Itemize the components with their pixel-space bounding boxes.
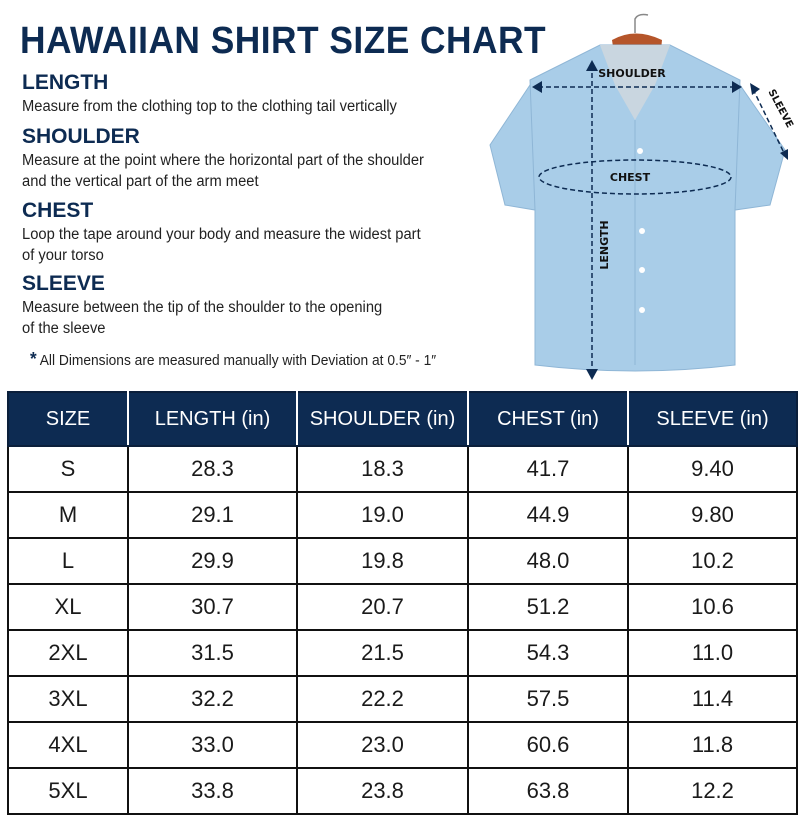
section-heading: CHEST [22, 199, 94, 222]
cell-shoulder: 19.8 [296, 537, 469, 585]
section-text: Measure from the clothing top to the clo… [22, 98, 397, 115]
size-table: SIZE LENGTH (in) SHOULDER (in) CHEST (in… [7, 391, 798, 815]
header-sleeve: SLEEVE (in) [627, 391, 798, 447]
table-row: L 29.9 19.8 48.0 10.2 [7, 537, 798, 585]
cell-chest: 63.8 [467, 767, 629, 815]
shirt-diagram: SHOULDER CHEST LENGTH SLEEVE [489, 13, 795, 380]
page-title: HAWAIIAN SHIRT SIZE CHART [20, 20, 547, 62]
table-row: XL 30.7 20.7 51.2 10.6 [7, 583, 798, 631]
table-row: S 28.3 18.3 41.7 9.40 [7, 445, 798, 493]
header-size: SIZE [7, 391, 129, 447]
cell-length: 29.1 [127, 491, 298, 539]
cell-sleeve: 11.8 [627, 721, 798, 769]
cell-sleeve: 12.2 [627, 767, 798, 815]
cell-sleeve: 11.4 [627, 675, 798, 723]
cell-sleeve: 9.40 [627, 445, 798, 493]
cell-length: 32.2 [127, 675, 298, 723]
cell-chest: 51.2 [467, 583, 629, 631]
section-heading: SHOULDER [22, 125, 140, 148]
cell-length: 33.8 [127, 767, 298, 815]
cell-chest: 60.6 [467, 721, 629, 769]
buttons [637, 148, 645, 313]
note-text: All Dimensions are measured manually wit… [39, 353, 437, 369]
cell-length: 28.3 [127, 445, 298, 493]
section-length: LENGTH Measure from the clothing top to … [22, 70, 502, 117]
cell-sleeve: 9.80 [627, 491, 798, 539]
hanger-icon [634, 13, 649, 33]
header-shoulder: SHOULDER (in) [296, 391, 469, 447]
cell-shoulder: 22.2 [296, 675, 469, 723]
table-row: 4XL 33.0 23.0 60.6 11.8 [7, 721, 798, 769]
cell-size: L [7, 537, 129, 585]
cell-size: 5XL [7, 767, 129, 815]
shirt-collar [600, 45, 670, 120]
cell-shoulder: 19.0 [296, 491, 469, 539]
cell-shoulder: 21.5 [296, 629, 469, 677]
cell-chest: 57.5 [467, 675, 629, 723]
length-label: LENGTH [598, 220, 611, 269]
section-text: Loop the tape around your body and measu… [22, 226, 421, 243]
header-length: LENGTH (in) [127, 391, 298, 447]
cell-shoulder: 23.0 [296, 721, 469, 769]
cell-chest: 41.7 [467, 445, 629, 493]
cell-sleeve: 10.6 [627, 583, 798, 631]
cell-shoulder: 23.8 [296, 767, 469, 815]
cell-sleeve: 11.0 [627, 629, 798, 677]
chest-measure-line [538, 159, 732, 195]
section-text: of the sleeve [22, 320, 106, 337]
cell-length: 31.5 [127, 629, 298, 677]
cell-sleeve: 10.2 [627, 537, 798, 585]
sleeve-measure-line [752, 88, 786, 156]
table-row: 3XL 32.2 22.2 57.5 11.4 [7, 675, 798, 723]
cell-length: 33.0 [127, 721, 298, 769]
chest-label: CHEST [610, 171, 651, 184]
cell-size: 3XL [7, 675, 129, 723]
cell-chest: 54.3 [467, 629, 629, 677]
cell-length: 30.7 [127, 583, 298, 631]
section-sleeve: SLEEVE Measure between the tip of the sh… [22, 271, 502, 339]
cell-size: 4XL [7, 721, 129, 769]
section-text: Measure between the tip of the shoulder … [22, 299, 383, 316]
sleeve-label: SLEEVE [766, 88, 795, 130]
table-row: 5XL 33.8 23.8 63.8 12.2 [7, 767, 798, 815]
section-text: of your torso [22, 247, 104, 264]
section-shoulder: SHOULDER Measure at the point where the … [22, 124, 502, 192]
table-header-row: SIZE LENGTH (in) SHOULDER (in) CHEST (in… [7, 391, 798, 447]
cell-shoulder: 20.7 [296, 583, 469, 631]
section-heading: SLEEVE [22, 272, 105, 295]
table-row: M 29.1 19.0 44.9 9.80 [7, 491, 798, 539]
cell-size: M [7, 491, 129, 539]
section-text: and the vertical part of the arm meet [22, 173, 259, 190]
shoulder-label: SHOULDER [598, 67, 666, 80]
cell-shoulder: 18.3 [296, 445, 469, 493]
cell-size: S [7, 445, 129, 493]
table-row: 2XL 31.5 21.5 54.3 11.0 [7, 629, 798, 677]
section-text: Measure at the point where the horizonta… [22, 152, 424, 169]
cell-chest: 44.9 [467, 491, 629, 539]
section-heading: LENGTH [22, 71, 109, 94]
cell-size: 2XL [7, 629, 129, 677]
asterisk-icon: * [30, 349, 37, 369]
section-chest: CHEST Loop the tape around your body and… [22, 198, 502, 266]
cell-length: 29.9 [127, 537, 298, 585]
measurement-note: * All Dimensions are measured manually w… [30, 349, 436, 370]
cell-size: XL [7, 583, 129, 631]
cell-chest: 48.0 [467, 537, 629, 585]
header-chest: CHEST (in) [467, 391, 629, 447]
